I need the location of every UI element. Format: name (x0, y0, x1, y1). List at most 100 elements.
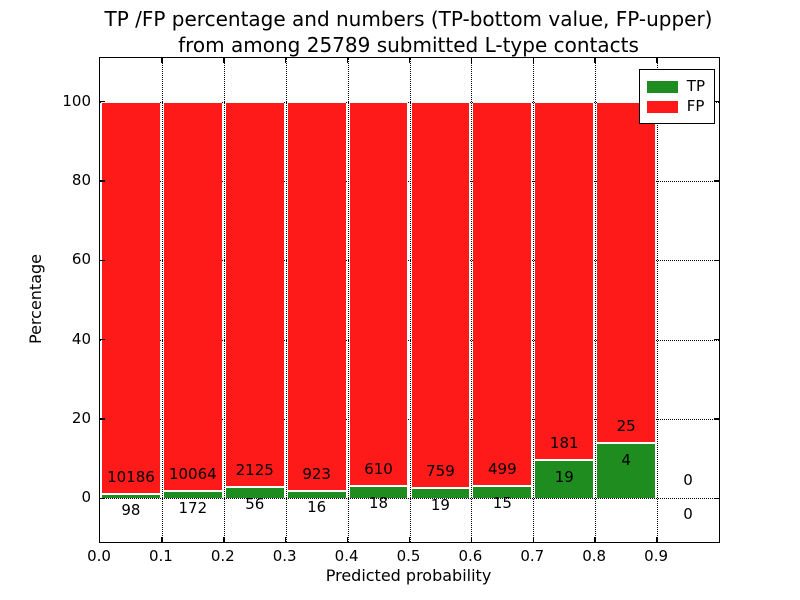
y-tick-label: 0 (81, 488, 91, 507)
y-tick-mark (100, 100, 105, 103)
y-tick-mark (100, 497, 105, 500)
x-tick-label: 0.9 (644, 547, 669, 565)
tp-count-label: 18 (368, 493, 389, 512)
y-tick-mark-right (714, 338, 719, 341)
x-tick-label: 0.5 (396, 547, 421, 565)
chart-title-line2: from among 25789 submitted L-type contac… (178, 33, 639, 57)
x-tick-label: 0.8 (582, 547, 607, 565)
legend: TP FP (638, 69, 715, 124)
fp-count-label: 2125 (235, 461, 274, 480)
y-tick-label: 40 (71, 329, 91, 348)
chart-title: TP /FP percentage and numbers (TP-bottom… (99, 6, 718, 58)
bar-segment-tp (163, 491, 222, 499)
y-tick-label: 20 (71, 409, 91, 428)
gridline-vertical (161, 58, 163, 542)
gridline-horizontal (100, 339, 719, 341)
legend-entry-tp: TP (646, 78, 705, 95)
x-tick-label: 0.7 (520, 547, 545, 565)
gridline-vertical (657, 58, 659, 542)
tp-count-label: 0 (683, 505, 693, 524)
x-tick-mark (532, 537, 535, 542)
gridline-horizontal (100, 101, 719, 103)
x-tick-mark-top (470, 58, 473, 63)
gridline-vertical (533, 58, 535, 542)
bar-segment-fp (597, 101, 656, 444)
fp-count-label: 0 (683, 471, 693, 490)
gridline-vertical (223, 58, 225, 542)
y-tick-label: 60 (71, 250, 91, 269)
fp-count-label: 181 (549, 433, 579, 452)
tp-count-label: 4 (621, 450, 631, 469)
y-tick-mark-right (714, 418, 719, 420)
y-tick-mark-right (714, 180, 719, 182)
gridline-vertical (347, 58, 349, 542)
bar-segment-tp (535, 460, 594, 499)
y-tick-mark-right (714, 259, 719, 262)
x-tick-mark (470, 537, 473, 542)
bar-segment-fp (163, 101, 222, 492)
gridline-vertical (409, 58, 411, 542)
chart-title-line1: TP /FP percentage and numbers (TP-bottom… (104, 7, 713, 31)
x-tick-mark-top (656, 58, 658, 63)
x-axis-label: Predicted probability (325, 566, 492, 585)
y-tick-mark (100, 338, 105, 341)
y-axis-label: Percentage (26, 254, 45, 345)
gridline-vertical (471, 58, 473, 542)
legend-entry-fp: FP (646, 97, 705, 115)
x-tick-mark (161, 537, 163, 542)
fp-count-label: 499 (488, 459, 517, 478)
x-tick-mark-top (594, 58, 596, 63)
fp-count-label: 25 (616, 416, 636, 435)
gridline-horizontal (100, 419, 719, 421)
gridline-vertical (595, 58, 597, 542)
fp-count-label: 923 (302, 464, 331, 483)
tp-count-label: 19 (430, 495, 450, 514)
x-tick-mark-top (408, 58, 411, 63)
x-tick-mark (284, 537, 287, 542)
y-tick-label: 100 (62, 91, 91, 110)
bar-segment-tp (225, 488, 284, 499)
fp-count-label: 10186 (107, 467, 155, 486)
gridline-horizontal (100, 260, 719, 262)
gridline-horizontal (100, 498, 719, 500)
y-tick-mark (100, 180, 105, 182)
bar-segment-fp (411, 101, 470, 489)
fp-count-label: 610 (364, 460, 393, 479)
fp-count-label: 10064 (168, 464, 217, 483)
x-tick-mark-top (223, 58, 225, 63)
x-tick-mark-top (346, 58, 349, 63)
x-tick-label: 0.2 (210, 547, 235, 565)
fp-count-label: 759 (426, 461, 455, 480)
bar-segment-tp (349, 486, 408, 499)
tp-swatch-icon (646, 80, 678, 93)
x-tick-mark (594, 537, 596, 542)
bar-segment-tp (473, 486, 532, 499)
x-tick-mark-top (532, 58, 535, 63)
tp-count-label: 98 (121, 501, 141, 520)
bar-segment-fp (225, 101, 284, 489)
y-tick-label: 80 (71, 170, 91, 189)
bar-segment-tp (287, 491, 346, 499)
tp-count-label: 19 (554, 467, 574, 486)
tp-count-label: 15 (492, 493, 512, 512)
x-tick-mark (346, 537, 349, 542)
x-tick-mark-top (161, 58, 163, 63)
x-tick-label: 0.4 (334, 547, 359, 565)
y-tick-mark-right (714, 497, 719, 500)
tp-count-label: 172 (178, 498, 208, 517)
x-tick-label: 0.1 (148, 547, 173, 565)
x-tick-label: 0.0 (87, 547, 111, 565)
bar-segment-fp (287, 101, 346, 492)
x-tick-mark (408, 537, 411, 542)
tp-count-label: 56 (245, 495, 265, 514)
x-tick-label: 0.3 (272, 547, 297, 565)
bar-segment-fp (473, 101, 532, 487)
gridline-horizontal (100, 180, 719, 182)
bar-segment-fp (102, 101, 160, 495)
bar-segment-fp (349, 101, 408, 487)
y-tick-mark (100, 259, 105, 262)
legend-label-fp: FP (686, 97, 705, 115)
plot-area: 10186 98 10064 172 2125 56 923 16 610 18 759 19 499 1… (99, 57, 720, 543)
bar-segment-fp (535, 101, 594, 461)
